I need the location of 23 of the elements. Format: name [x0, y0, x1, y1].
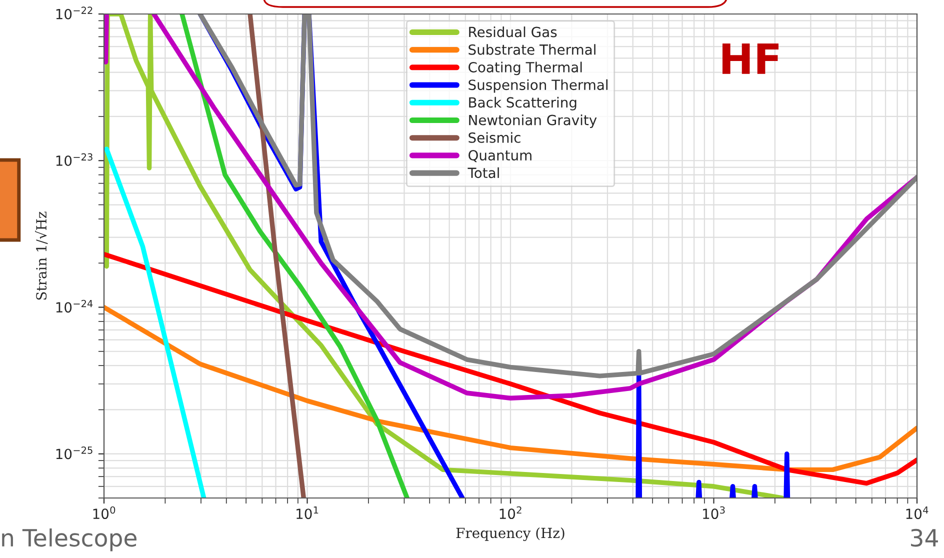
legend-label: Newtonian Gravity	[469, 114, 597, 128]
x-tick-label: 10$^{3}$	[703, 506, 725, 520]
legend-label: Quantum	[468, 150, 532, 162]
x-tick-label: 10$^{1}$	[296, 506, 318, 520]
legend-label: Suspension Thermal	[468, 79, 608, 93]
x-tick-label: 10$^{2}$	[500, 506, 522, 520]
legend-label: Substrate Thermal	[468, 44, 596, 55]
legend-label: Back Scattering	[469, 96, 576, 110]
x-tick-label: 10$^{4}$	[906, 506, 928, 520]
y-tick-label: 10$^{−24}$	[56, 300, 93, 313]
y-tick-label: 10$^{−23}$	[56, 153, 92, 166]
legend-label: Coating Thermal	[468, 62, 582, 76]
text: 34	[911, 528, 938, 547]
legend-label: Residual Gas	[469, 26, 557, 38]
x-tick-label: 10$^{0}$	[93, 506, 116, 520]
x-axis-title: Frequency (Hz)	[456, 527, 564, 542]
annotation: HF	[722, 44, 778, 74]
y-tick-label: 10$^{−25}$	[56, 446, 92, 460]
text: n Telescope	[2, 528, 136, 552]
legend-label: Total	[468, 167, 499, 178]
legend-label: Seismic	[468, 132, 520, 143]
y-axis-title: Strain 1/√Hz	[35, 212, 48, 300]
y-tick-label: 10$^{−22}$	[56, 6, 92, 20]
